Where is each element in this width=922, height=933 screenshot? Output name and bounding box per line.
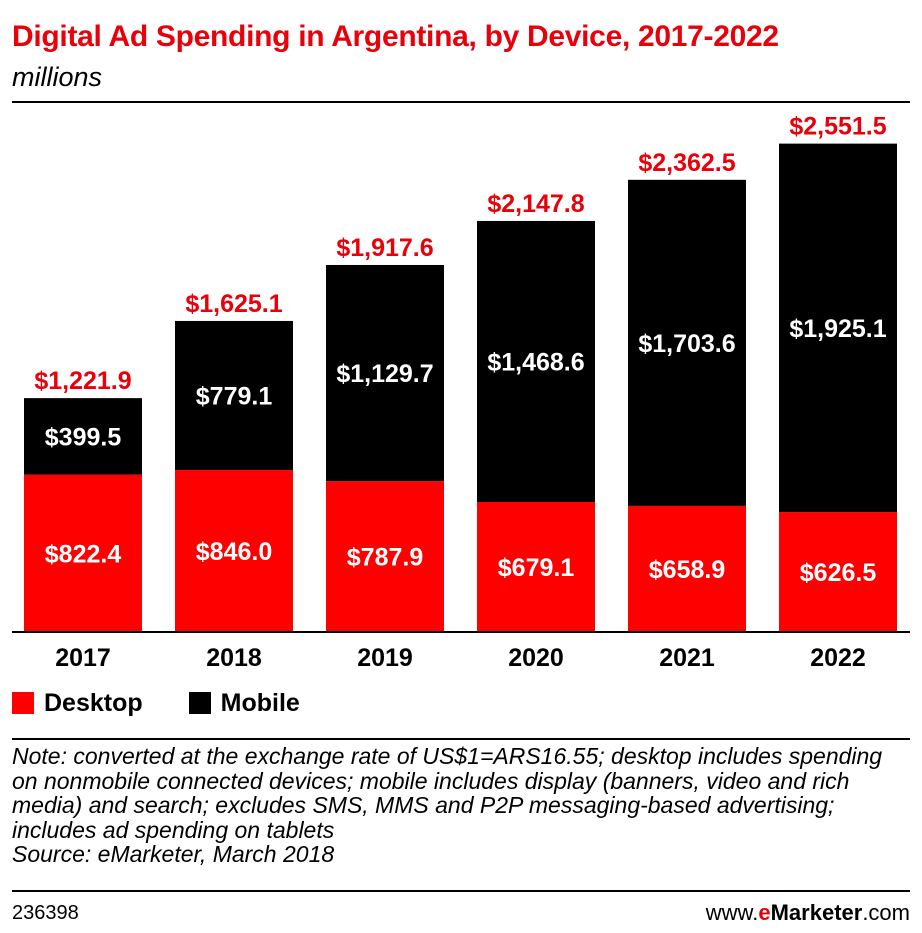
total-label-2018: $1,625.1	[185, 290, 282, 318]
brand-suffix: .com	[862, 900, 910, 925]
label-mobile-2017: $399.5	[45, 423, 122, 451]
emarketer-logo: www.eMarketer.com	[706, 900, 910, 926]
chart-subtitle: millions	[12, 62, 103, 92]
bar-desktop-2017	[24, 474, 142, 632]
legend-label-mobile: Mobile	[220, 688, 300, 717]
legend-label-desktop: Desktop	[44, 688, 143, 717]
total-label-2022: $2,551.5	[789, 113, 886, 141]
x-tick-label-2018: 2018	[206, 644, 262, 672]
bar-mobile-2017	[24, 398, 142, 475]
top-rule	[12, 101, 910, 103]
label-mobile-2019: $1,129.7	[336, 360, 433, 388]
source-text: Source: eMarketer, March 2018	[12, 841, 335, 867]
total-label-2020: $2,147.8	[487, 190, 584, 218]
bar-desktop-2022	[779, 512, 897, 632]
total-label-2019: $1,917.6	[336, 234, 433, 262]
label-desktop-2019: $787.9	[347, 544, 423, 572]
label-desktop-2022: $626.5	[800, 559, 877, 587]
label-mobile-2020: $1,468.6	[487, 348, 584, 376]
x-tick-label-2022: 2022	[810, 644, 866, 672]
legend-item-mobile: Mobile	[188, 688, 300, 718]
bar-mobile-2019	[326, 264, 444, 482]
x-tick-label-2020: 2020	[508, 644, 564, 672]
legend-swatch-desktop	[12, 692, 34, 714]
bar-mobile-2020	[477, 220, 595, 503]
total-label-2017: $1,221.9	[34, 367, 131, 395]
brand-name: Marketer	[770, 900, 863, 925]
bar-desktop-2018	[175, 470, 293, 632]
bar-desktop-2019	[326, 481, 444, 632]
note-text: Note: converted at the exchange rate of …	[12, 743, 883, 843]
x-tick-label-2019: 2019	[357, 644, 413, 672]
chart-id: 236398	[12, 902, 79, 924]
legend-item-desktop: Desktop	[12, 689, 143, 718]
stacked-bar-chart: $822.4 $399.5 $1,221.9 2017 $846.0 $779.1 $1,6…	[12, 113, 910, 672]
x-tick-label-2021: 2021	[659, 644, 715, 672]
total-label-2021: $2,362.5	[638, 149, 735, 177]
label-mobile-2021: $1,703.6	[638, 330, 735, 358]
chart-title: Digital Ad Spending in Argentina, by Dev…	[12, 20, 779, 53]
label-desktop-2021: $658.9	[649, 556, 725, 584]
bar-desktop-2021	[628, 505, 746, 632]
legend: Desktop Mobile	[12, 686, 346, 720]
brand-prefix: www.	[705, 900, 759, 925]
brand-e: e	[758, 900, 771, 925]
label-desktop-2018: $846.0	[196, 538, 272, 566]
legend-swatch-mobile	[188, 692, 211, 714]
label-desktop-2017: $822.4	[45, 540, 122, 568]
chart-note: Note: converted at the exchange rate of …	[12, 744, 912, 867]
label-mobile-2022: $1,925.1	[789, 315, 886, 343]
note-rule	[12, 738, 910, 740]
label-desktop-2020: $679.1	[498, 554, 575, 582]
footer-rule	[12, 890, 910, 892]
bar-desktop-2020	[477, 502, 595, 632]
label-mobile-2018: $779.1	[196, 383, 273, 411]
bar-mobile-2018	[175, 320, 293, 471]
x-tick-label-2017: 2017	[55, 644, 111, 672]
bar-mobile-2021	[628, 179, 746, 506]
bar-mobile-2022	[779, 143, 897, 513]
